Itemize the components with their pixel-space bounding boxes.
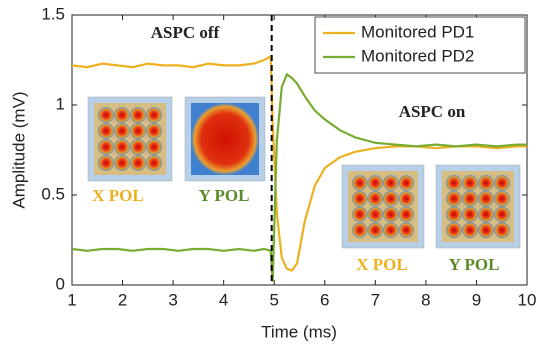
inset-spot: [478, 206, 494, 222]
y-tick-label: 0: [56, 274, 65, 293]
annotation: ASPC on: [399, 102, 466, 121]
x-tick-label: 9: [472, 290, 481, 309]
y-axis-label: Amplitude (mV): [9, 91, 28, 208]
x-axis-label: Time (ms): [261, 322, 337, 341]
x-tick-label: 1: [67, 290, 76, 309]
annotation: X POL: [356, 255, 407, 274]
legend-label: Monitored PD2: [361, 46, 474, 65]
inset-spot: [462, 175, 478, 191]
inset-spot: [114, 107, 130, 123]
x-tick-label: 4: [219, 290, 228, 309]
inset-spot: [146, 139, 162, 155]
inset-spot: [462, 191, 478, 207]
x-tick-label: 5: [269, 290, 278, 309]
annotation: Y POL: [199, 186, 250, 205]
inset-spot: [130, 107, 146, 123]
x-tick-label: 3: [168, 290, 177, 309]
inset-spot: [383, 175, 399, 191]
inset-spot: [478, 175, 494, 191]
chart: ASPC off ASPC on X POL Y POL X POL Y POL…: [0, 0, 541, 347]
inset-spot: [462, 222, 478, 238]
inset-spot: [399, 191, 415, 207]
inset-spot: [446, 222, 462, 238]
annotation: Y POL: [449, 255, 500, 274]
inset-spot: [399, 222, 415, 238]
inset-spot: [446, 175, 462, 191]
x-tick-label: 2: [118, 290, 127, 309]
inset-spot: [383, 191, 399, 207]
inset-spot: [130, 123, 146, 139]
inset-spot: [383, 207, 399, 223]
inset-spot: [114, 123, 130, 139]
inset-spot: [494, 175, 510, 191]
inset-spot: [146, 155, 162, 171]
annotation: ASPC off: [151, 23, 220, 42]
inset-spot: [368, 222, 384, 238]
inset-spot: [399, 207, 415, 223]
inset-spot: [494, 222, 510, 238]
inset-spot: [368, 207, 384, 223]
inset-spot: [114, 155, 130, 171]
y-tick-label: 1: [56, 94, 65, 113]
inset-spot: [462, 206, 478, 222]
inset-spot: [98, 123, 114, 139]
inset-spot: [446, 191, 462, 207]
inset-spot: [114, 139, 130, 155]
inset-spot: [352, 222, 368, 238]
x-tick-label: 10: [518, 290, 537, 309]
inset-spot: [352, 207, 368, 223]
inset-spot: [478, 222, 494, 238]
inset-spot: [383, 222, 399, 238]
x-tick-label: 8: [421, 290, 430, 309]
y-tick-label: 0.5: [41, 184, 65, 203]
inset-spot: [98, 155, 114, 171]
inset-spot: [191, 103, 259, 175]
inset-spot: [478, 191, 494, 207]
inset-spot: [446, 206, 462, 222]
inset-spot: [494, 206, 510, 222]
annotation: X POL: [92, 186, 143, 205]
legend-label: Monitored PD1: [361, 22, 474, 41]
inset-spot: [399, 175, 415, 191]
inset-spot: [352, 191, 368, 207]
inset-spot: [130, 139, 146, 155]
inset-spot: [98, 107, 114, 123]
inset-spot: [352, 175, 368, 191]
y-tick-label: 1.5: [41, 4, 65, 23]
inset-spot: [146, 107, 162, 123]
inset-spot: [368, 175, 384, 191]
inset-spot: [98, 139, 114, 155]
x-tick-label: 7: [371, 290, 380, 309]
inset-spot: [494, 191, 510, 207]
x-tick-label: 6: [320, 290, 329, 309]
inset-spot: [368, 191, 384, 207]
inset-spot: [130, 155, 146, 171]
inset-spot: [146, 123, 162, 139]
